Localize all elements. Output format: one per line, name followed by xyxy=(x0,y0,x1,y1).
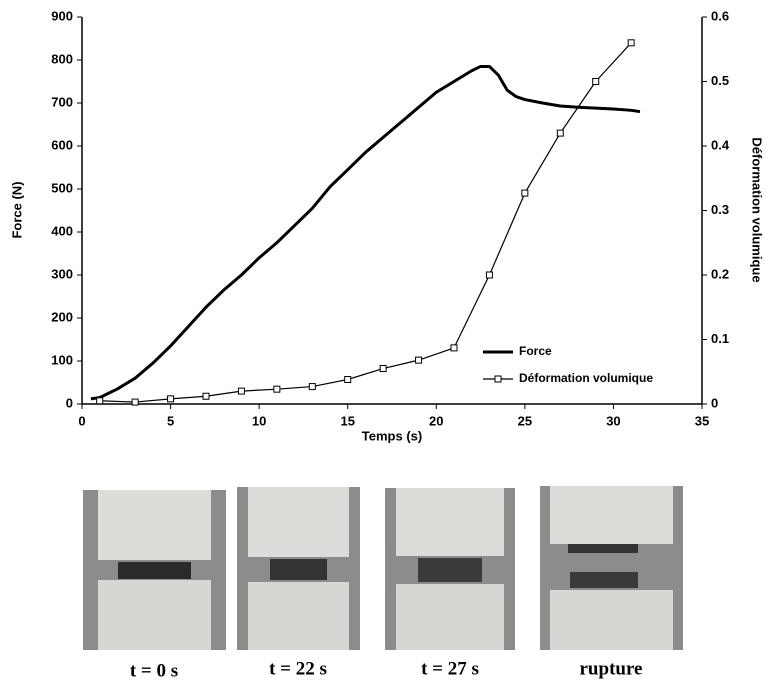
marker xyxy=(273,385,281,393)
photo-caption: t = 27 s xyxy=(421,658,479,679)
series-line xyxy=(90,64,641,401)
y-tick-label: 400 xyxy=(51,223,73,238)
y2-tick-label: 0.5 xyxy=(711,73,729,88)
marker xyxy=(521,189,529,197)
photo xyxy=(83,490,226,650)
marker xyxy=(308,383,316,391)
y-tick-label: 600 xyxy=(51,137,73,152)
x-tick-label: 25 xyxy=(518,413,532,428)
y-tick-label: 100 xyxy=(51,352,73,367)
marker xyxy=(450,344,458,352)
photo-caption: t = 0 s xyxy=(130,660,178,681)
marker xyxy=(627,39,635,47)
x-tick-label: 5 xyxy=(167,413,174,428)
series-line xyxy=(99,42,632,403)
legend-label: Déformation volumique xyxy=(519,371,653,385)
legend-marker xyxy=(494,375,502,383)
x-tick-label: 20 xyxy=(429,413,443,428)
marker xyxy=(556,129,564,137)
x-tick-label: 15 xyxy=(340,413,354,428)
photo-caption: rupture xyxy=(580,658,643,679)
x-tick-label: 10 xyxy=(252,413,266,428)
x-tick-label: 30 xyxy=(606,413,620,428)
y2-axis-label: Déformation volumique xyxy=(750,137,765,282)
y-tick-label: 500 xyxy=(51,180,73,195)
y-tick-label: 900 xyxy=(51,8,73,23)
y-tick-label: 0 xyxy=(66,395,73,410)
photo-caption: t = 22 s xyxy=(269,658,327,679)
marker xyxy=(485,271,493,279)
x-tick-label: 0 xyxy=(78,413,85,428)
y2-tick-label: 0 xyxy=(711,395,718,410)
marker xyxy=(237,387,245,395)
y-tick-label: 800 xyxy=(51,51,73,66)
x-axis-label: Temps (s) xyxy=(362,428,422,443)
y2-tick-label: 0.2 xyxy=(711,266,729,281)
legend-label: Force xyxy=(519,344,552,358)
photo xyxy=(237,487,360,650)
marker xyxy=(96,397,104,405)
marker xyxy=(131,398,139,406)
y2-tick-label: 0.6 xyxy=(711,8,729,23)
marker xyxy=(167,395,175,403)
marker xyxy=(415,356,423,364)
x-tick-label: 35 xyxy=(695,413,709,428)
marker xyxy=(344,375,352,383)
photo xyxy=(540,486,683,650)
y-axis-label: Force (N) xyxy=(9,181,24,238)
y2-tick-label: 0.4 xyxy=(711,137,730,152)
y-tick-label: 300 xyxy=(51,266,73,281)
marker xyxy=(592,78,600,85)
y-tick-label: 700 xyxy=(51,94,73,109)
photos: t = 0 s t = 22 s t = 27 s rupture xyxy=(83,486,683,681)
marker xyxy=(202,392,210,400)
y2-tick-label: 0.3 xyxy=(711,202,729,217)
marker xyxy=(379,365,387,373)
y-tick-label: 200 xyxy=(51,309,73,324)
y2-tick-label: 0.1 xyxy=(711,331,729,346)
photo xyxy=(385,488,515,650)
